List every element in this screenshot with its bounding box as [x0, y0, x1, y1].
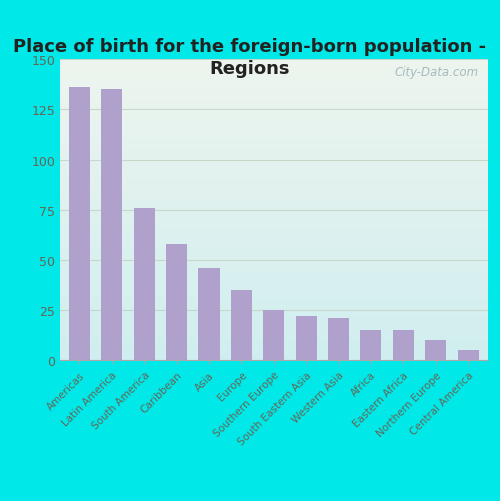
- Text: Place of birth for the foreign-born population -
Regions: Place of birth for the foreign-born popu…: [14, 38, 486, 78]
- Text: City-Data.com: City-Data.com: [395, 66, 479, 79]
- Bar: [425, 341, 446, 361]
- Bar: [166, 244, 187, 361]
- Bar: [360, 331, 382, 361]
- Bar: [231, 291, 252, 361]
- Bar: [198, 269, 220, 361]
- Bar: [296, 317, 316, 361]
- Bar: [69, 88, 90, 361]
- Bar: [263, 311, 284, 361]
- Bar: [134, 208, 154, 361]
- Bar: [393, 331, 414, 361]
- Bar: [102, 90, 122, 361]
- Bar: [328, 319, 349, 361]
- Bar: [458, 351, 478, 361]
